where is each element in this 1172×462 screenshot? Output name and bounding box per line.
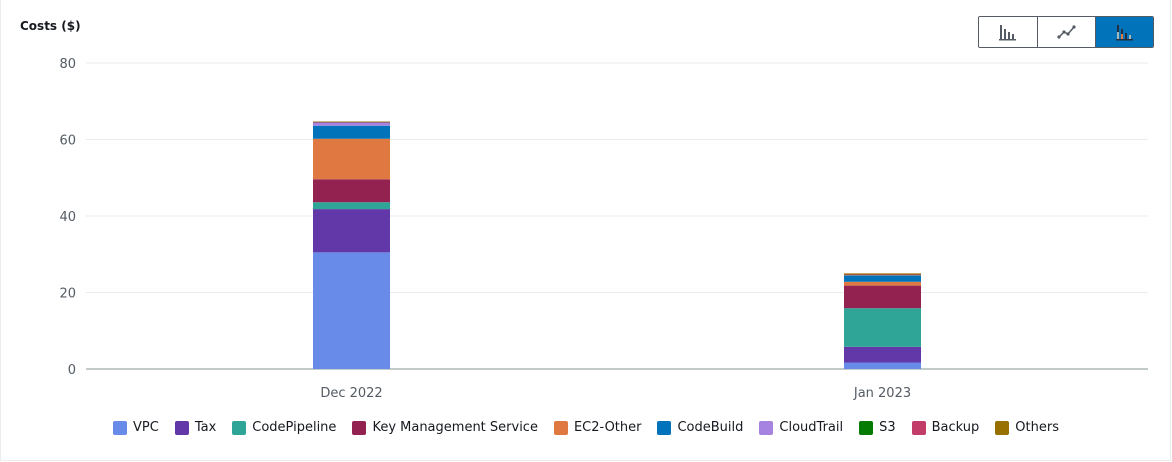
bar-segment — [844, 273, 921, 275]
stacked-bar-chart-button[interactable] — [1095, 17, 1153, 47]
y-tick-label: 60 — [59, 134, 76, 149]
bar-segment — [844, 281, 921, 286]
bar-segment — [844, 274, 921, 276]
bar-segment — [844, 274, 921, 276]
legend-label: VPC — [133, 420, 159, 435]
legend-item[interactable]: Others — [995, 420, 1059, 435]
bar-segment — [313, 202, 390, 210]
legend-label: Backup — [931, 420, 980, 435]
legend-swatch — [352, 420, 367, 435]
legend-swatch — [911, 420, 926, 435]
y-tick-label: 40 — [59, 210, 76, 225]
bar-segment — [313, 121, 390, 123]
legend-item[interactable]: VPC — [113, 420, 159, 435]
chart-legend: VPC Tax CodePipeline Key Management Service… — [0, 420, 1172, 435]
bar-segment — [313, 209, 390, 253]
legend-label: Key Management Service — [372, 420, 538, 435]
y-tick-label: 0 — [68, 363, 76, 378]
legend-swatch — [553, 420, 568, 435]
bar-segment — [313, 252, 390, 369]
legend-label: Others — [1015, 420, 1059, 435]
legend-item[interactable]: Tax — [174, 420, 217, 435]
y-tick-label: 80 — [59, 57, 76, 72]
x-tick-label: Jan 2023 — [853, 386, 911, 401]
legend-swatch — [232, 420, 247, 435]
bar-segment — [844, 285, 921, 309]
legend-label: CodePipeline — [252, 420, 337, 435]
legend-item[interactable]: EC2-Other — [553, 420, 642, 435]
legend-swatch — [174, 420, 189, 435]
chart-type-toggle — [978, 16, 1154, 48]
legend-item[interactable]: Backup — [911, 420, 980, 435]
x-tick-label: Dec 2022 — [320, 386, 382, 401]
bar-segment — [313, 125, 390, 139]
legend-label: Tax — [194, 420, 217, 435]
bar-segment — [313, 121, 390, 123]
legend-label: CloudTrail — [779, 420, 844, 435]
bar-chart-button[interactable] — [979, 17, 1037, 47]
stacked-bar-chart: 0 20 40 60 80 Dec 2022 Jan 2023 — [59, 57, 1148, 401]
bar-segment — [313, 122, 390, 126]
legend-item[interactable]: CloudTrail — [759, 420, 843, 435]
legend-swatch — [657, 420, 672, 435]
legend-swatch — [759, 420, 774, 435]
legend-item[interactable]: CodePipeline — [232, 420, 336, 435]
legend-label: EC2-Other — [573, 420, 642, 435]
line-chart-button[interactable] — [1037, 17, 1095, 47]
bar-segment — [844, 346, 921, 363]
bar-chart-icon — [999, 25, 1016, 41]
bar-segment — [844, 362, 921, 369]
y-axis-title: Costs ($) — [20, 19, 81, 33]
y-tick-label: 20 — [59, 287, 76, 302]
legend-label: CodeBuild — [677, 420, 744, 435]
stacked-bar-chart-icon — [1115, 25, 1133, 41]
legend-item[interactable]: S3 — [859, 420, 896, 435]
legend-swatch — [859, 420, 874, 435]
legend-label: S3 — [879, 420, 896, 435]
legend-swatch — [113, 420, 127, 435]
bar-segment — [313, 138, 390, 180]
line-chart-icon — [1056, 25, 1076, 39]
bar-segment — [313, 179, 390, 203]
bar-segment — [844, 308, 921, 347]
legend-swatch — [995, 420, 1010, 435]
legend-item[interactable]: Key Management Service — [352, 420, 538, 435]
bar-segment — [844, 275, 921, 282]
legend-item[interactable]: CodeBuild — [657, 420, 743, 435]
